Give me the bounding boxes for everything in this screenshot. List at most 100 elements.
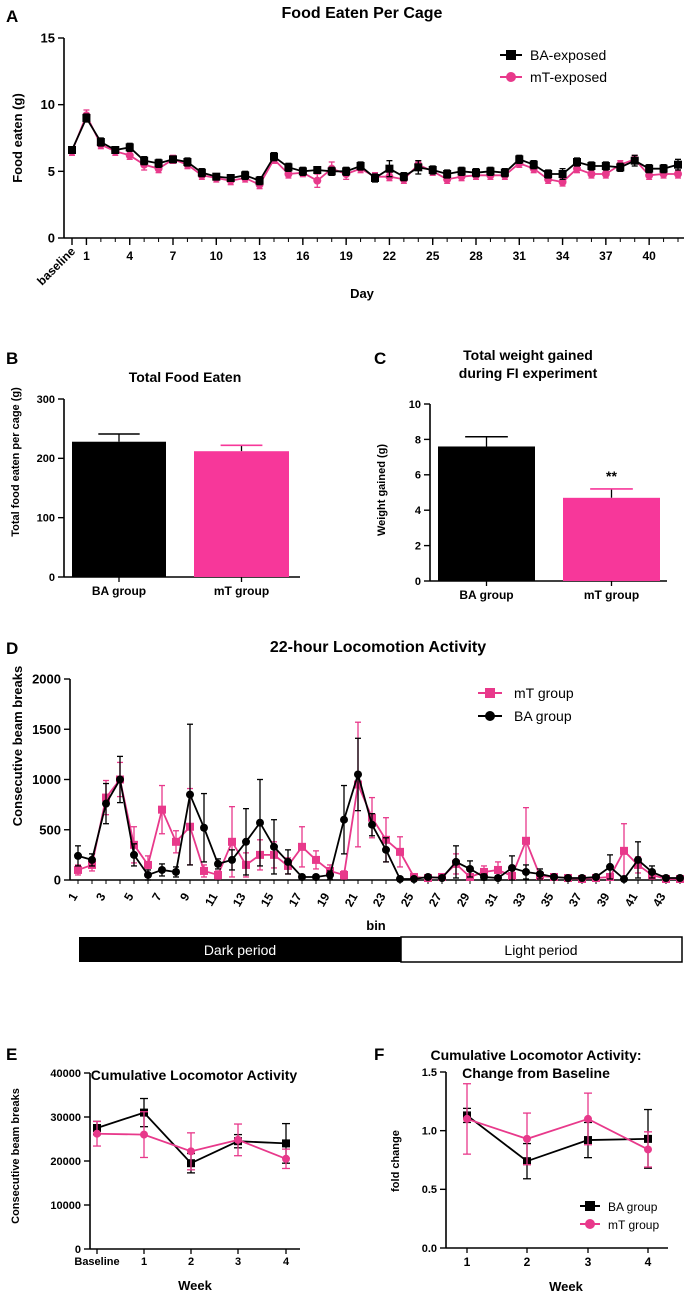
panel-d-x-tick-label: 9 [177,890,193,903]
panel-d-ba-point [606,862,614,871]
panel-a-mt-point [284,170,293,178]
panel-a-ba-point [529,160,538,169]
panel-d-mt-point [620,846,628,855]
panel-d-ba-point [424,872,432,881]
panel-d-x-tick-label: 15 [258,890,277,909]
panel-c-bar [438,446,535,581]
panel-c-x-tick-label: BA group [459,588,513,602]
panel-b-y-tick-label: 200 [37,453,55,465]
panel-c-significance: ** [606,468,617,484]
panel-d-ba-line [77,771,680,881]
panel-d-y-tick-label: 2000 [32,672,61,687]
panel-e-y-tick-label: 10000 [50,1200,81,1212]
panel-f-title-line1: Cumulative Locomotor Activity: [430,1047,641,1063]
panel-d-title: 22-hour Locomotion Activity [270,639,486,656]
legend-ba-marker [506,50,516,60]
panel-a-ba-point [96,138,105,146]
panel-a-ba-point [573,158,581,166]
panel-d-ba-point [88,855,96,864]
panel-d-mt-point [298,842,306,851]
panel-a-ba-point [183,158,192,166]
panel-a-ba-point [630,156,639,165]
legend-mt-marker [585,1219,595,1229]
panel-b: B Total Food Eaten Total food eaten per … [6,349,241,537]
panel-a-ylabel: Food eaten (g) [10,93,25,183]
panel-d-xlabel: bin [366,918,386,933]
panel-a-ba-point [371,174,379,182]
panel-a-ba-point [457,167,466,176]
panel-a-y-tick-label: 15 [41,31,55,46]
panel-f-x-tick-label: 4 [645,1255,652,1269]
panel-d-ba-point [466,864,474,873]
panel-d-ba-point [676,873,684,882]
panel-d-x-tick-label: 43 [650,890,669,909]
panel-b-title: Total Food Eaten [129,369,242,385]
legend-mt-marker [506,72,516,82]
panel-d-x-tick-label: 21 [342,890,361,909]
panel-d-x-tick-label: 31 [482,890,501,909]
panel-d-mt-point [312,855,320,864]
panel-d-ba-point [326,870,334,879]
panel-a-x-tick-label: 7 [170,249,177,263]
panel-e-x-tick-label: 1 [141,1256,147,1268]
panel-e-x-tick-label: Baseline [74,1256,119,1268]
panel-b-bar [194,451,289,577]
panel-d-ba-point [242,837,250,846]
panel-a-x-tick-label: 28 [469,249,483,263]
panel-d-x-tick-label: 13 [230,890,249,909]
panel-d-x-tick-label: 23 [370,890,389,909]
panel-d-ba-point [74,851,82,860]
panel-d-y-tick-label: 1000 [32,772,61,787]
panel-a-ba-point [616,163,625,172]
panel-a-mt-point [601,170,610,178]
panel-d-ba-point [284,857,292,866]
panel-e-mt-point [234,1135,242,1144]
panel-d-ba-point [410,874,418,883]
panel-d-ba-point [144,870,152,879]
panel-a-ba-point [140,156,149,165]
panel-c-y-tick-label: 6 [415,470,421,482]
panel-f-legend: BA group mT group [580,1200,659,1232]
panel-d-ba-point [536,869,544,878]
panel-d-ba-point [368,820,376,829]
panel-d-ba-point [592,872,600,881]
panel-b-y-tick-label: 300 [37,394,55,406]
panel-d-mt-point [200,866,208,875]
panel-a-ba-point [601,162,610,170]
panel-d-x-tick-label: 17 [286,890,305,909]
panel-d-mt-point [228,837,236,846]
panel-d-ba-point [620,874,628,883]
panel-c-y-tick-label: 8 [415,434,421,446]
panel-a-x-tick-label: 19 [339,249,353,263]
panel-f-y-tick-label: 1.5 [422,1067,437,1079]
panel-a-x-tick-label: 1 [83,249,90,263]
period-bar: Dark period Light period [79,936,683,963]
panel-e-mt-point [93,1129,101,1138]
light-period-label: Light period [504,942,577,958]
panel-f-title-line2: Change from Baseline [462,1065,610,1081]
panel-a-title: Food Eaten Per Cage [282,5,443,22]
light-period-block [400,936,683,963]
panel-e-xlabel: Week [178,1278,212,1293]
panel-a-ba-point [82,114,91,122]
panel-a-ba-point [342,167,351,176]
panel-d-mt-point [172,837,180,846]
panel-a-ba-point [68,146,76,154]
panel-c-title-line1: Total weight gained [463,347,593,363]
panel-e-x-tick-label: 3 [235,1256,241,1268]
panel-a-ba-point [645,164,654,173]
panel-c-y-tick-label: 10 [409,399,421,411]
panel-d-x-tick-label: 41 [622,890,641,909]
panel-c: C Total weight gained during FI experime… [374,347,598,536]
panel-f-y-tick-label: 0.5 [422,1184,437,1196]
panel-c-bar [563,497,660,581]
panel-e-y-tick-label: 30000 [50,1112,81,1124]
panel-d-ba-point [508,863,516,872]
panel-d-ba-point [452,857,460,866]
panel-d-ba-point [298,872,306,881]
panel-d: D 22-hour Locomotion Activity Consecutiv… [6,639,683,963]
panel-f-label: F [374,1045,384,1064]
panel-e-y-tick-label: 20000 [50,1156,81,1168]
panel-d-x-tick-label: 33 [510,890,529,909]
